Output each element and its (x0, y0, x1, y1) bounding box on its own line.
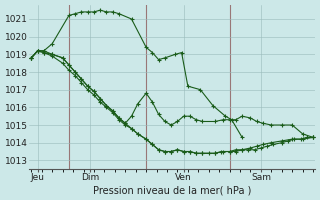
X-axis label: Pression niveau de la mer( hPa ): Pression niveau de la mer( hPa ) (93, 185, 252, 195)
